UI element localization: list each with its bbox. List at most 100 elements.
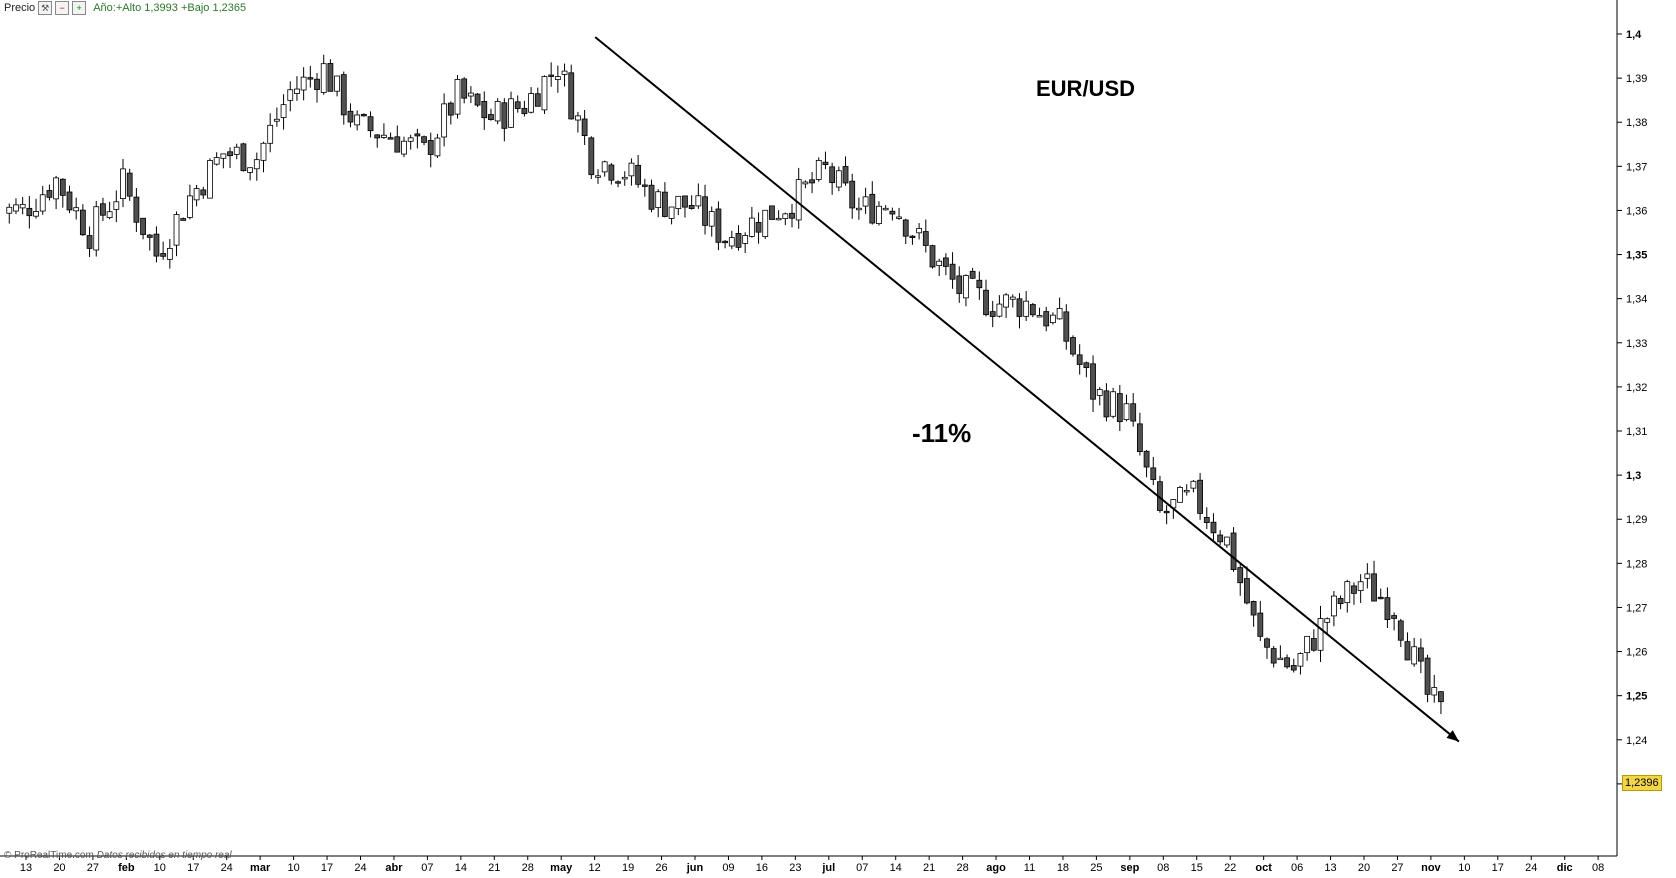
candle-body — [447, 102, 454, 116]
candle-body — [300, 76, 307, 91]
y-tick-label: 1,4 — [1626, 29, 1642, 41]
candle-body — [1029, 304, 1036, 316]
x-tick-label: 10 — [1458, 862, 1470, 874]
candle-body — [963, 275, 969, 299]
x-tick-label: 24 — [354, 862, 366, 874]
candle-body — [876, 205, 882, 224]
candle-body — [59, 178, 66, 196]
candle-body — [360, 113, 367, 117]
candles — [6, 54, 1444, 715]
candle-body — [1424, 657, 1431, 695]
candle-body — [46, 190, 53, 198]
candle-body — [608, 164, 615, 181]
candle-body — [1344, 581, 1351, 604]
candle-body — [347, 110, 354, 123]
candle-body — [1009, 296, 1016, 300]
candle-body — [401, 140, 407, 155]
candle-body — [735, 232, 742, 248]
candle-body — [1304, 635, 1311, 654]
candle-body — [120, 168, 126, 200]
y-tick-label: 1,31 — [1626, 426, 1647, 438]
candle-body — [494, 101, 501, 122]
candle-body — [1438, 691, 1444, 703]
candle-body — [668, 206, 675, 219]
x-tick-label: 10 — [154, 862, 166, 874]
candle-body — [1277, 657, 1284, 661]
candle-body — [929, 245, 936, 268]
candle-body — [1264, 638, 1270, 648]
x-tick-label: 17 — [321, 862, 333, 874]
candle-body — [267, 124, 274, 144]
x-tick-label: ago — [986, 862, 1006, 874]
candle-body — [1070, 337, 1076, 355]
candle-body — [635, 164, 642, 185]
candle-body — [1043, 311, 1050, 327]
candle-body — [126, 172, 133, 197]
candle-body — [534, 93, 541, 107]
candle-body — [180, 218, 187, 221]
candle-body — [1411, 646, 1418, 665]
x-tick-label: may — [550, 862, 573, 874]
candle-body — [869, 193, 876, 224]
candle-body — [661, 191, 668, 217]
candle-body — [488, 114, 494, 120]
candle-body — [789, 212, 795, 219]
trend-line — [594, 36, 1460, 743]
candle-body — [354, 114, 361, 126]
x-tick-label: 12 — [589, 862, 601, 874]
y-tick-label: 1,35 — [1626, 250, 1647, 262]
candle-body — [427, 140, 434, 155]
x-tick-label: nov — [1421, 862, 1441, 874]
candle-body — [387, 137, 394, 140]
candle-body — [762, 209, 769, 237]
candle-body — [1244, 578, 1250, 604]
candle-body — [1284, 657, 1290, 668]
x-tick-label: 28 — [522, 862, 534, 874]
x-tick-label: feb — [118, 862, 135, 874]
candle-body — [655, 191, 662, 209]
candle-body — [1083, 362, 1090, 369]
candle-body — [909, 235, 916, 238]
candle-body — [1203, 517, 1210, 523]
candle-body — [588, 137, 595, 176]
y-tick-label: 1,33 — [1626, 338, 1647, 350]
candle-body — [568, 72, 575, 120]
candle-body — [1210, 521, 1217, 534]
candle-body — [541, 76, 548, 111]
x-axis: 13 20 27 feb 10 17 24 mar 10 17 24 abr 07 14 21 28 may 12… — [20, 856, 1604, 874]
candle-body — [66, 191, 73, 211]
candle-body — [1143, 450, 1150, 468]
x-tick-label: 09 — [722, 862, 734, 874]
candle-body — [922, 231, 929, 246]
candle-body — [93, 206, 100, 251]
trend-arrow — [594, 36, 1460, 743]
candle-body — [1404, 641, 1411, 661]
candle-body — [1351, 585, 1357, 594]
candle-body — [956, 275, 963, 294]
candle-body — [702, 196, 708, 226]
x-tick-label: jun — [686, 862, 704, 874]
candle-body — [1337, 598, 1344, 604]
candle-body — [1371, 573, 1377, 602]
candle-body — [314, 78, 320, 90]
candle-body — [902, 219, 909, 237]
x-tick-label: 17 — [187, 862, 199, 874]
candle-body — [942, 257, 949, 267]
candle-body — [615, 181, 621, 184]
x-tick-label: 16 — [756, 862, 768, 874]
zoom-out-icon[interactable]: − — [55, 1, 70, 15]
candle-body — [407, 137, 414, 142]
candle-body — [1223, 536, 1230, 546]
x-tick-label: sep — [1120, 862, 1139, 874]
x-tick-label: 06 — [1291, 862, 1303, 874]
candle-body — [1183, 490, 1190, 493]
x-tick-label: 18 — [1057, 862, 1069, 874]
candle-body — [829, 166, 836, 184]
candle-body — [240, 143, 247, 172]
wrench-icon[interactable]: ⚒ — [38, 1, 53, 15]
candle-body — [146, 234, 153, 238]
candle-body — [521, 107, 528, 115]
candle-body — [113, 201, 120, 210]
zoom-in-icon[interactable]: + — [72, 1, 87, 15]
y-tick-label: 1,3 — [1626, 470, 1641, 482]
